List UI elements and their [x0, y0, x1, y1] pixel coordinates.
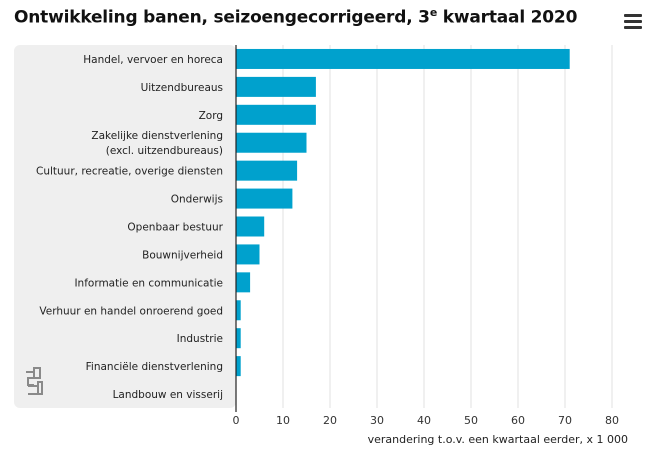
chart-title-end: kwartaal 2020 [437, 7, 578, 28]
category-label: Zorg [199, 110, 223, 122]
bar[interactable] [236, 132, 307, 153]
bar[interactable] [236, 356, 241, 377]
x-tick-label: 70 [558, 414, 572, 427]
category-label: Handel, vervoer en horeca [83, 54, 223, 66]
category-label: Onderwijs [171, 194, 223, 206]
bar[interactable] [236, 216, 265, 237]
x-tick-label: 20 [323, 414, 337, 427]
bar[interactable] [236, 104, 316, 125]
bar[interactable] [236, 272, 251, 293]
x-tick-label: 0 [233, 414, 240, 427]
category-label: Bouwnijverheid [142, 249, 223, 261]
cbs-logo-icon [26, 367, 43, 395]
x-tick-label: 10 [276, 414, 290, 427]
bar[interactable] [236, 48, 570, 69]
chart-title-main: Ontwikkeling banen, seizoengecorrigeerd,… [14, 7, 430, 28]
hamburger-menu-icon[interactable] [624, 14, 642, 30]
category-label: Informatie en communicatie [74, 277, 223, 289]
category-label: Financiële dienstverlening [86, 361, 223, 373]
bar[interactable] [236, 244, 260, 265]
bar[interactable] [236, 188, 293, 209]
category-label-panel [14, 45, 236, 408]
chart-title: Ontwikkeling banen, seizoengecorrigeerd,… [14, 6, 577, 28]
chart-title-superscript: e [429, 6, 438, 19]
category-label: Uitzendbureaus [141, 82, 223, 94]
x-tick-label: 40 [417, 414, 431, 427]
x-axis-label: verandering t.o.v. een kwartaal eerder, … [368, 433, 628, 446]
bar[interactable] [236, 76, 316, 97]
category-label: (excl. uitzendbureaus) [106, 145, 223, 157]
category-label: Landbouw en visserij [113, 389, 223, 401]
bar[interactable] [236, 328, 241, 349]
category-label: Zakelijke dienstverlening [91, 130, 223, 142]
x-tick-label: 80 [605, 414, 619, 427]
bar[interactable] [236, 300, 241, 321]
x-tick-label: 50 [464, 414, 478, 427]
category-label: Verhuur en handel onroerend goed [39, 305, 223, 317]
category-label: Cultuur, recreatie, overige diensten [36, 166, 223, 178]
x-tick-label: 30 [370, 414, 384, 427]
x-tick-label: 60 [511, 414, 525, 427]
bar[interactable] [236, 160, 298, 181]
category-label: Industrie [177, 333, 223, 345]
category-label: Openbaar bestuur [127, 222, 223, 234]
